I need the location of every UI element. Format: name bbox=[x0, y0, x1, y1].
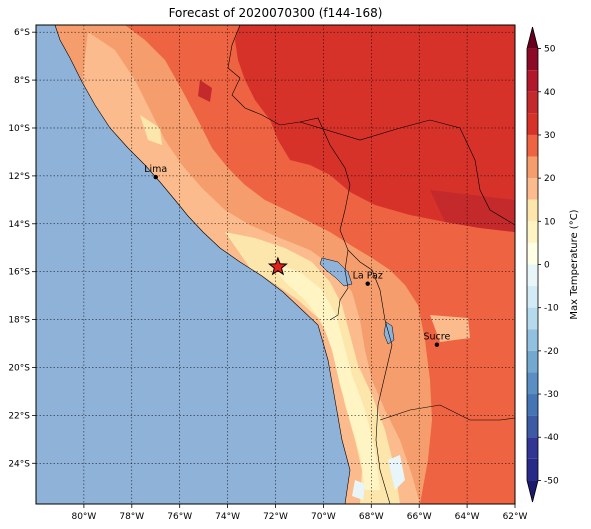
band-0-5-patch bbox=[388, 455, 405, 490]
colorbar-tick-label: -20 bbox=[544, 347, 559, 357]
city-markers: Lima La Paz Sucre bbox=[144, 164, 450, 347]
colorbar-level bbox=[527, 437, 538, 459]
country-border bbox=[347, 249, 393, 504]
x-tick-label: 74°W bbox=[215, 512, 240, 522]
y-tick-label: 16°S bbox=[8, 268, 30, 278]
colorbar-tick-label: -40 bbox=[544, 433, 559, 443]
x-tick-label: 76°W bbox=[167, 512, 192, 522]
band-10-15-patch bbox=[140, 115, 162, 145]
coastline bbox=[54, 25, 351, 504]
city-label: La Paz bbox=[353, 271, 383, 282]
colorbar-level bbox=[527, 329, 538, 351]
x-tick-label: 80°W bbox=[71, 512, 96, 522]
colorbar-level bbox=[527, 394, 538, 416]
location-marker bbox=[267, 256, 288, 276]
y-tick-label: 10°S bbox=[8, 124, 30, 134]
colorbar-level bbox=[527, 286, 538, 308]
colorbar-level bbox=[527, 113, 538, 135]
city-dot bbox=[434, 342, 440, 347]
x-tick-label: 72°W bbox=[263, 512, 288, 522]
y-tick-label: 20°S bbox=[8, 363, 30, 373]
colorbar-extend-min bbox=[527, 480, 538, 502]
colorbar-level bbox=[527, 242, 538, 265]
axis-ticks: 80°W 78°W 76°W 74°W 72°W 70°W 68°W 66°W 64°W 62°W… bbox=[8, 28, 527, 522]
x-tick-label: 70°W bbox=[311, 512, 336, 522]
y-tick-label: 12°S bbox=[8, 172, 30, 182]
colorbar-level bbox=[527, 415, 538, 438]
lake-titicaca bbox=[319, 257, 353, 287]
band-0-5-patch bbox=[352, 480, 365, 500]
colorbar-level bbox=[527, 199, 538, 222]
band-30-35 bbox=[235, 25, 515, 232]
colorbar-tick-label: 0 bbox=[544, 261, 550, 271]
colorbar-level bbox=[527, 48, 538, 71]
x-tick-label: 66°W bbox=[407, 512, 432, 522]
band-35-40-patch bbox=[198, 80, 212, 102]
colorbar-level bbox=[527, 350, 538, 373]
colorbar-tick-label: -50 bbox=[544, 476, 559, 486]
city-dot bbox=[153, 174, 158, 180]
y-tick-label: 24°S bbox=[8, 459, 30, 469]
y-tick-label: 8°S bbox=[14, 76, 30, 86]
colorbar-level bbox=[527, 134, 538, 157]
country-border bbox=[379, 404, 515, 421]
colorbar-tick-label: 30 bbox=[544, 131, 556, 141]
band-35-40-patch bbox=[430, 190, 515, 232]
colorbar-level bbox=[527, 178, 538, 200]
colorbar-tick-label: 50 bbox=[544, 45, 556, 55]
colorbar-tick-label: -10 bbox=[544, 304, 559, 314]
map-title: Forecast of 2020070300 (f144-168) bbox=[168, 6, 383, 20]
gridlines bbox=[36, 25, 516, 504]
colorbar-level bbox=[527, 372, 538, 395]
colorbar-level bbox=[527, 221, 538, 243]
map-frame bbox=[35, 24, 516, 505]
colorbar-level bbox=[527, 458, 538, 481]
y-tick-label: 18°S bbox=[8, 316, 30, 326]
colorbar-extend-max bbox=[527, 27, 538, 49]
colorbar-level bbox=[527, 91, 538, 114]
city-dot bbox=[365, 281, 370, 286]
band-15-20-patch bbox=[430, 315, 470, 342]
temperature-field bbox=[54, 25, 515, 504]
y-tick-label: 22°S bbox=[8, 411, 30, 421]
colorbar-label: Max Temperature (°C) bbox=[569, 209, 580, 319]
x-tick-label: 62°W bbox=[503, 512, 528, 522]
star-icon bbox=[267, 256, 288, 276]
colorbar-level bbox=[527, 70, 538, 92]
band-5-10 bbox=[270, 262, 380, 490]
x-tick-label: 64°W bbox=[455, 512, 480, 522]
x-tick-label: 78°W bbox=[119, 512, 144, 522]
country-border bbox=[227, 25, 351, 321]
colorbar-tick-label: -30 bbox=[544, 390, 559, 400]
colorbar: 50 40 30 20 10 0 -10 -20 -30 -40 -50 Max Temperatur… bbox=[526, 26, 580, 503]
city-label: Lima bbox=[144, 164, 167, 175]
colorbar-tick-label: 10 bbox=[544, 217, 556, 227]
colorbar-level bbox=[527, 264, 538, 287]
y-tick-label: 14°S bbox=[8, 220, 30, 230]
map-panel: 80°W 78°W 76°W 74°W 72°W 70°W 68°W 66°W 64°W 62°W… bbox=[8, 24, 528, 522]
colorbar-tick-label: 40 bbox=[544, 88, 556, 98]
city-label: Sucre bbox=[424, 332, 451, 343]
colorbar-level bbox=[527, 307, 538, 330]
x-tick-label: 68°W bbox=[359, 512, 384, 522]
y-tick-label: 6°S bbox=[14, 28, 30, 38]
colorbar-level bbox=[527, 156, 538, 179]
colorbar-tick-label: 20 bbox=[544, 174, 556, 184]
